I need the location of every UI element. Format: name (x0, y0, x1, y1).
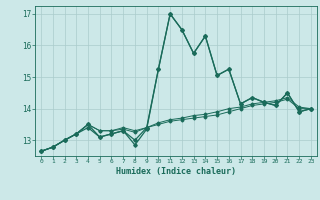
X-axis label: Humidex (Indice chaleur): Humidex (Indice chaleur) (116, 167, 236, 176)
